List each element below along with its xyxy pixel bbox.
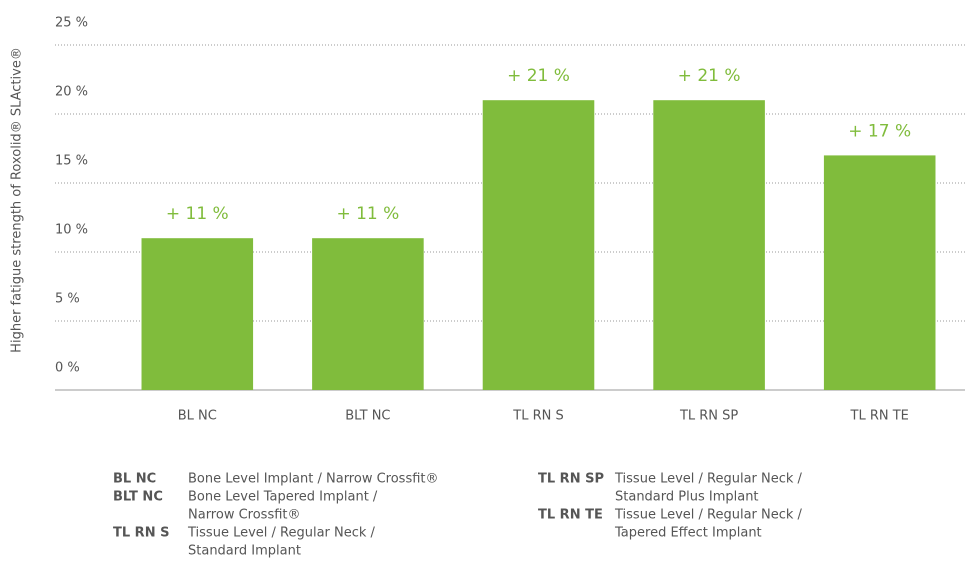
x-tick-label: BL NC (178, 409, 217, 424)
note-text: Tissue Level / Regular Neck / (187, 526, 376, 541)
note-abbr: TL RN S (113, 526, 169, 541)
bar (141, 238, 254, 390)
note-text: Standard Plus Implant (615, 490, 759, 505)
note-abbr: TL RN SP (538, 472, 604, 487)
note-abbr: BLT NC (113, 490, 163, 505)
note-text: Tissue Level / Regular Neck / (614, 508, 803, 523)
y-tick-label: 25 % (55, 16, 88, 31)
value-label: + 11 % (166, 204, 229, 224)
y-tick-label: 5 % (55, 292, 80, 307)
value-label: + 11 % (336, 204, 399, 224)
y-axis-label: Higher fatigue strength of Roxolid® SLAc… (10, 47, 25, 353)
note-abbr: BL NC (113, 472, 156, 487)
value-label: + 17 % (848, 121, 911, 141)
bar (482, 100, 595, 390)
y-tick-label: 15 % (55, 154, 88, 169)
value-label: + 21 % (678, 66, 741, 86)
note-text: Bone Level Tapered Implant / (188, 490, 378, 505)
x-tick-label: TL RN SP (679, 409, 738, 424)
note-text: Standard Implant (188, 544, 301, 559)
y-tick-label: 10 % (55, 223, 88, 238)
value-label: + 21 % (507, 66, 570, 86)
x-tick-label: TL RN S (512, 409, 563, 424)
y-tick-label: 20 % (55, 85, 88, 100)
bar (823, 155, 936, 390)
note-text: Bone Level Implant / Narrow Crossfit® (188, 472, 439, 487)
y-tick-label: 0 % (55, 361, 80, 376)
note-text: Tapered Effect Implant (614, 526, 762, 541)
note-abbr: TL RN TE (538, 508, 603, 523)
note-text: Narrow Crossfit® (188, 508, 301, 523)
note-text: Tissue Level / Regular Neck / (614, 472, 803, 487)
bar (653, 100, 765, 390)
x-tick-label: BLT NC (345, 409, 390, 424)
bar (312, 238, 424, 390)
x-tick-label: TL RN TE (850, 409, 909, 424)
